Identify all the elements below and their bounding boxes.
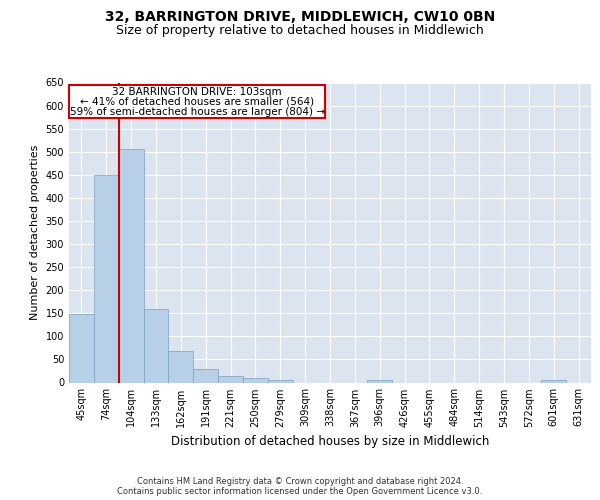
Bar (268, 380, 293, 382)
FancyBboxPatch shape (69, 85, 325, 118)
Bar (541, 380, 566, 382)
Bar (367, 380, 392, 382)
Bar (69, 314, 94, 382)
Text: 59% of semi-detached houses are larger (804) →: 59% of semi-detached houses are larger (… (70, 107, 325, 117)
Text: 32, BARRINGTON DRIVE, MIDDLEWICH, CW10 0BN: 32, BARRINGTON DRIVE, MIDDLEWICH, CW10 0… (105, 10, 495, 24)
Bar (218, 376, 243, 382)
Bar (119, 148, 143, 382)
X-axis label: Distribution of detached houses by size in Middlewich: Distribution of detached houses by size … (171, 435, 489, 448)
Y-axis label: Number of detached properties: Number of detached properties (30, 145, 40, 320)
Bar (193, 368, 218, 382)
Text: 32 BARRINGTON DRIVE: 103sqm: 32 BARRINGTON DRIVE: 103sqm (112, 86, 282, 97)
Text: Size of property relative to detached houses in Middlewich: Size of property relative to detached ho… (116, 24, 484, 37)
Bar (243, 378, 268, 382)
Text: Contains HM Land Registry data © Crown copyright and database right 2024.
Contai: Contains HM Land Registry data © Crown c… (118, 476, 482, 496)
Bar (169, 351, 193, 382)
Bar (94, 176, 119, 382)
Text: ← 41% of detached houses are smaller (564): ← 41% of detached houses are smaller (56… (80, 96, 314, 106)
Bar (143, 308, 169, 382)
